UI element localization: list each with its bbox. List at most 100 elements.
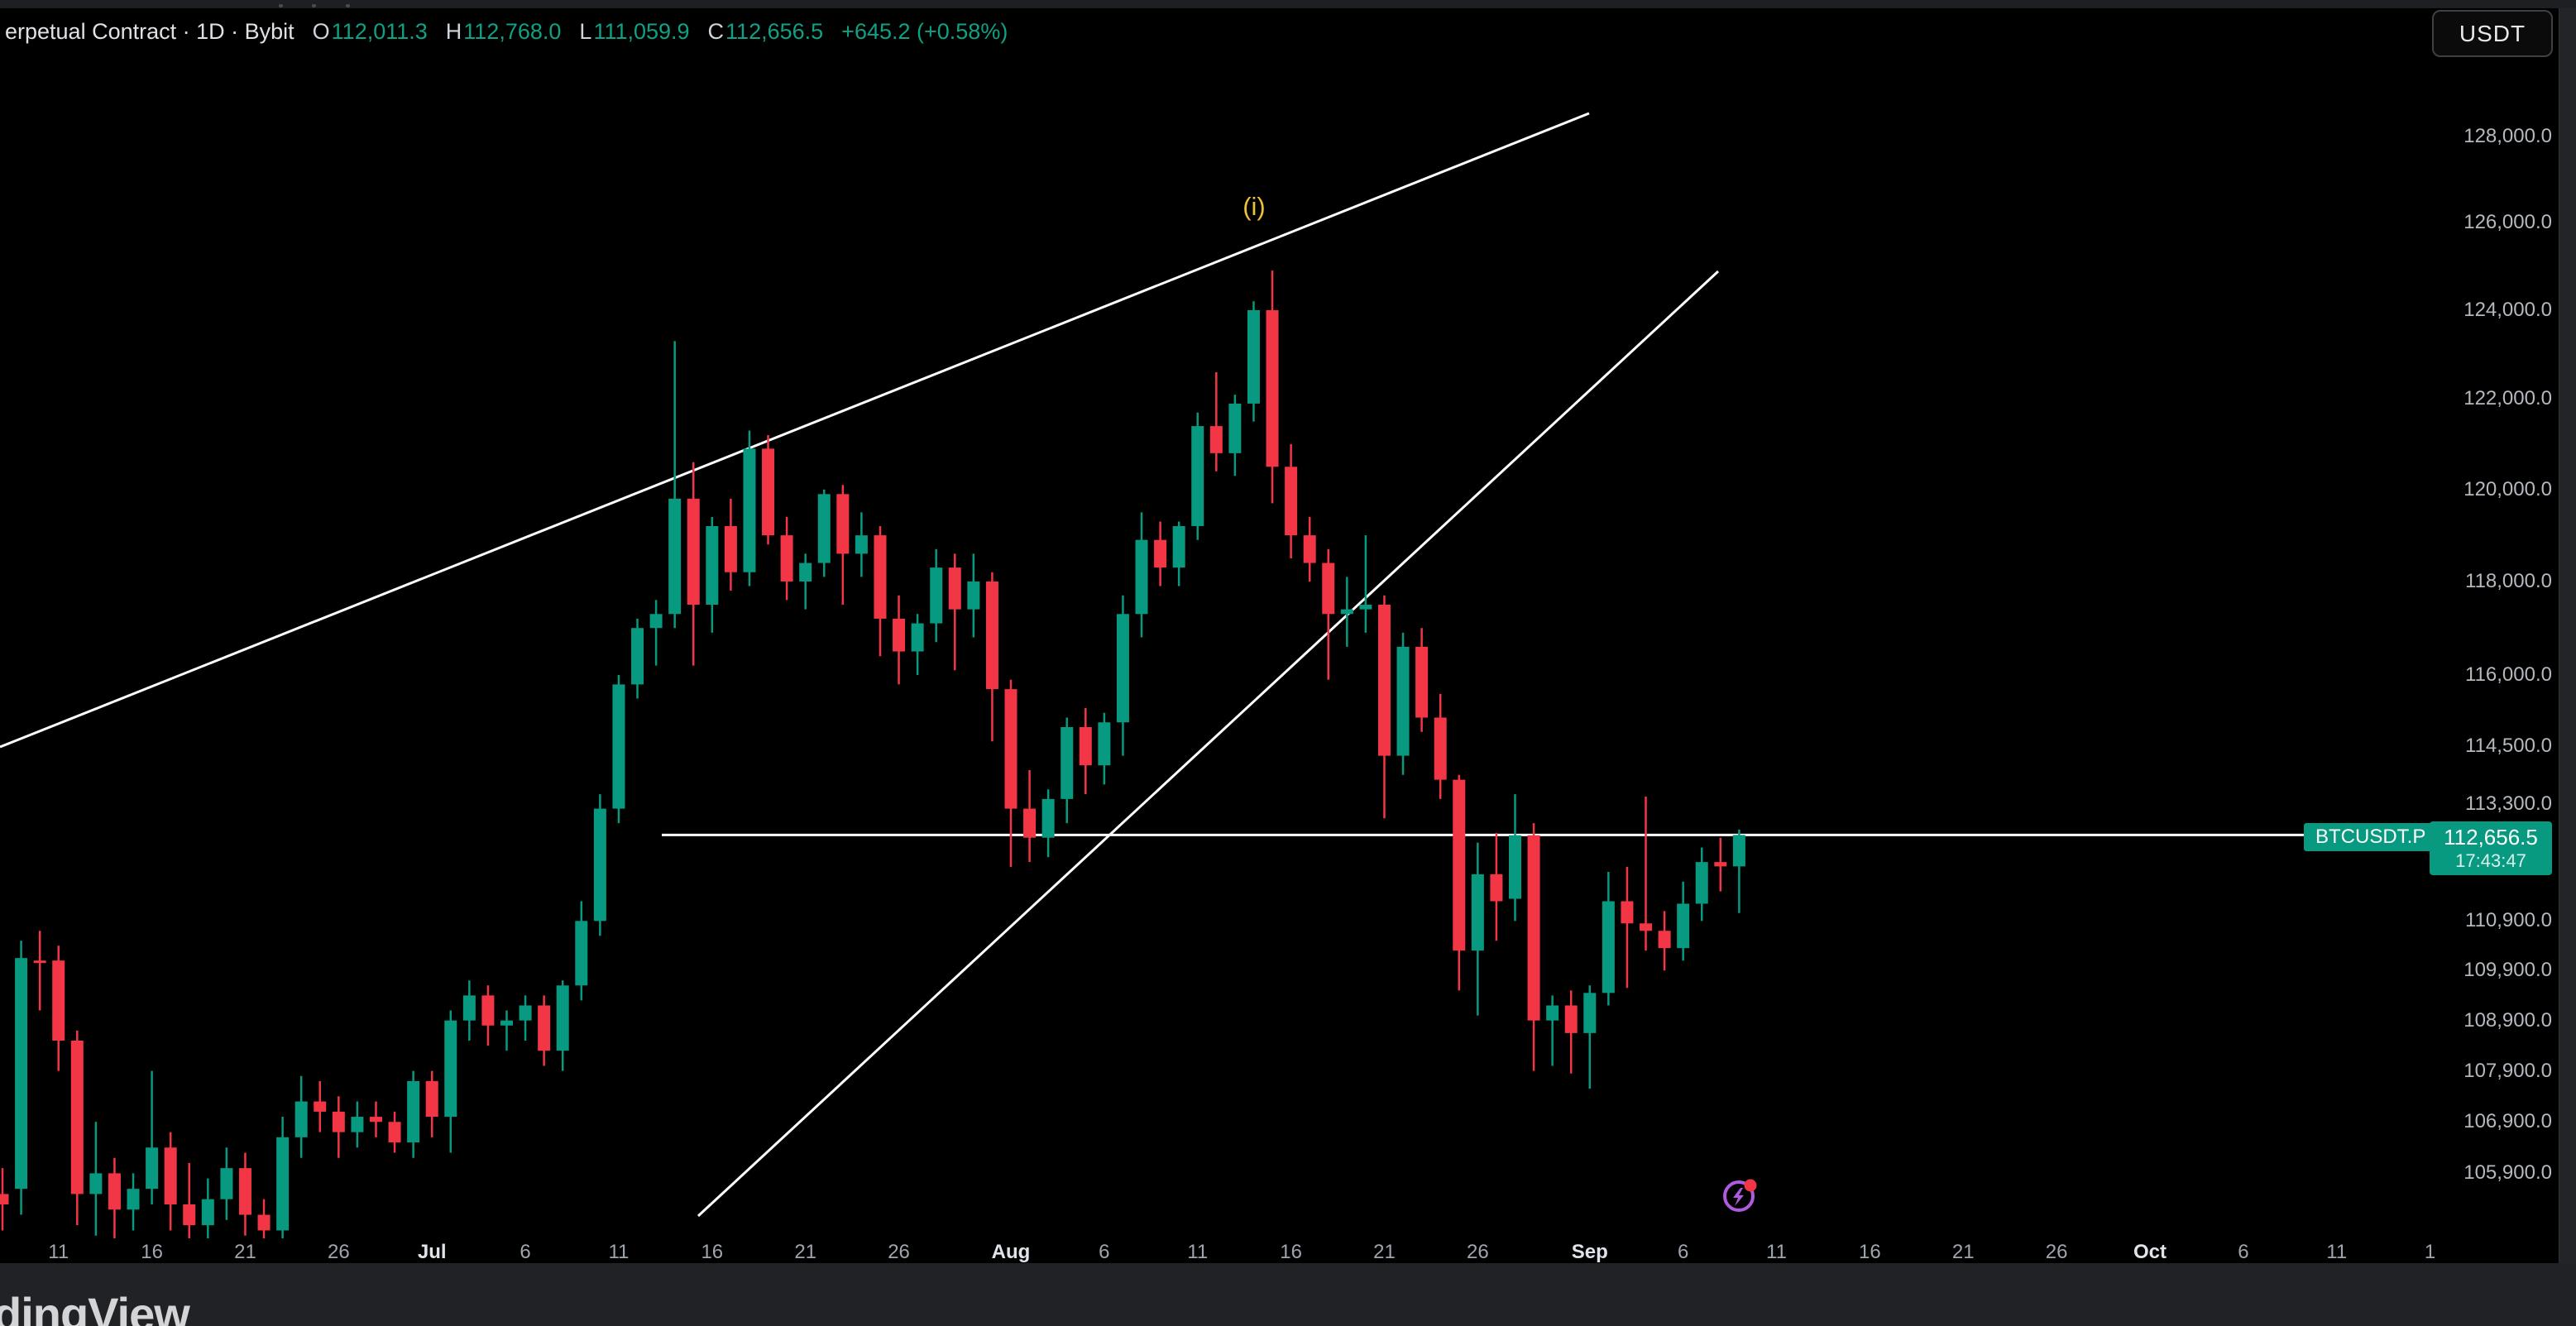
candle-body xyxy=(1004,689,1017,809)
toolbar-tick xyxy=(279,4,283,7)
candle-body xyxy=(911,623,924,652)
price-axis-label: 120,000.0 xyxy=(2463,477,2552,500)
ohlc-open: O 112,011.3 xyxy=(312,18,428,44)
candle-body xyxy=(593,808,606,921)
candle-body xyxy=(1546,1005,1559,1021)
candle-body xyxy=(201,1199,214,1226)
candle-body xyxy=(836,494,850,554)
candle-body xyxy=(220,1168,233,1199)
candle-body xyxy=(1640,923,1653,931)
trend-line-upper[interactable] xyxy=(0,112,1590,749)
candle-body xyxy=(1695,862,1708,904)
candle-body xyxy=(314,1101,327,1112)
candle-body xyxy=(519,1005,532,1021)
candle-body xyxy=(631,628,644,685)
candle-body xyxy=(238,1168,251,1215)
candle-body xyxy=(257,1214,271,1231)
lightning-events-icon[interactable] xyxy=(1718,1175,1764,1218)
ohlc-low: L 111,059.9 xyxy=(579,18,690,44)
candle-body xyxy=(893,618,906,652)
time-axis[interactable]: 11 16 21 26 Jul 6 11 16 21 26 Aug 6 11 16 21 26 Sep 6 11 16… xyxy=(0,1238,2559,1263)
toolbar-tick xyxy=(312,4,316,7)
candle-body xyxy=(1172,526,1185,568)
candle-body xyxy=(743,448,756,572)
price-axis-label: 114,500.0 xyxy=(2465,735,2552,758)
candle-body xyxy=(556,985,569,1051)
candle-body xyxy=(1415,646,1429,718)
candle-body xyxy=(724,526,737,572)
candle-body xyxy=(89,1173,103,1194)
drawing-lines[interactable] xyxy=(0,112,2308,1218)
candle-body xyxy=(351,1117,364,1132)
candle-body xyxy=(817,494,831,563)
time-axis-label: 6 xyxy=(520,1241,531,1263)
candle-body xyxy=(855,535,868,554)
price-axis-label: 122,000.0 xyxy=(2463,387,2552,410)
candle-body xyxy=(332,1111,345,1132)
tradingview-logo[interactable]: dingView xyxy=(0,1288,190,1326)
time-axis-label: 11 xyxy=(608,1241,630,1263)
candle-body xyxy=(799,562,812,582)
candle-body xyxy=(70,1040,84,1194)
price-axis[interactable]: 128,000.0 126,000.0 124,000.0 122,000.0 120,… xyxy=(2444,8,2559,1238)
time-axis-label: 26 xyxy=(327,1241,350,1263)
axis-gutter xyxy=(2559,8,2576,1263)
candle-body xyxy=(294,1101,308,1137)
candle-body xyxy=(1340,609,1353,615)
candle-body xyxy=(762,448,775,536)
candle-body xyxy=(1116,614,1129,723)
candle-body xyxy=(1732,835,1745,867)
candle-body xyxy=(1453,779,1466,951)
bolt-glyph xyxy=(1733,1188,1744,1206)
trend-line-steep[interactable] xyxy=(697,270,1720,1218)
time-axis-label: 16 xyxy=(141,1241,163,1263)
time-axis-label: 26 xyxy=(1466,1241,1489,1263)
candle-body xyxy=(668,498,682,615)
price-axis-label: 118,000.0 xyxy=(2465,569,2552,592)
candle-body xyxy=(1564,1005,1578,1033)
candle-body xyxy=(1490,874,1503,902)
icon-circle xyxy=(1723,1180,1755,1212)
candlestick-chart[interactable] xyxy=(0,0,2559,1238)
symbol-description[interactable]: erpetual Contract · 1D · Bybit xyxy=(5,18,294,44)
ohlc-close: C 112,656.5 xyxy=(707,18,824,44)
candle-body xyxy=(575,921,588,986)
time-axis-label: 26 xyxy=(888,1241,910,1263)
time-axis-label: 21 xyxy=(794,1241,817,1263)
last-price: 112,656.5 xyxy=(2444,824,2538,850)
candle-body xyxy=(444,1020,457,1118)
candle-body xyxy=(1247,309,1260,404)
time-axis-label: 16 xyxy=(1859,1241,1881,1263)
candle-body xyxy=(52,960,65,1041)
time-axis-label: 11 xyxy=(2326,1241,2348,1263)
candle-body xyxy=(1098,722,1111,766)
candles-group xyxy=(0,270,1745,1238)
candle-body xyxy=(146,1147,159,1190)
currency-toggle-button[interactable]: USDT xyxy=(2432,10,2553,57)
candle-body xyxy=(500,1020,513,1026)
candle-body xyxy=(1359,605,1372,610)
toolbar-clipped-strip xyxy=(0,0,2576,9)
candle-body xyxy=(1434,717,1447,780)
time-axis-label: 21 xyxy=(1373,1241,1396,1263)
toolbar-tick xyxy=(346,4,350,7)
time-axis-month-label: Aug xyxy=(991,1241,1031,1263)
time-axis-label: 16 xyxy=(1280,1241,1302,1263)
price-axis-label: 106,900.0 xyxy=(2463,1110,2552,1133)
candle-body xyxy=(1023,808,1037,838)
symbol-legend[interactable]: erpetual Contract · 1D · Bybit O 112,011… xyxy=(5,18,1008,45)
candle-body xyxy=(1041,798,1055,838)
candle-body xyxy=(649,614,663,629)
symbol-price-line-tag[interactable]: BTCUSDT.P xyxy=(2304,823,2438,851)
candle-body xyxy=(1228,403,1242,453)
wave-label-annotation[interactable]: (i) xyxy=(1243,192,1266,221)
candle-body xyxy=(276,1137,290,1231)
candle-body xyxy=(1677,903,1690,949)
candle-body xyxy=(538,1005,551,1051)
candle-body xyxy=(1135,539,1148,615)
candle-body xyxy=(1285,467,1298,536)
time-axis-label: 26 xyxy=(2045,1241,2068,1263)
price-axis-label: 108,900.0 xyxy=(2463,1008,2552,1032)
price-axis-label: 105,900.0 xyxy=(2463,1161,2552,1185)
candle-body xyxy=(1714,862,1727,867)
